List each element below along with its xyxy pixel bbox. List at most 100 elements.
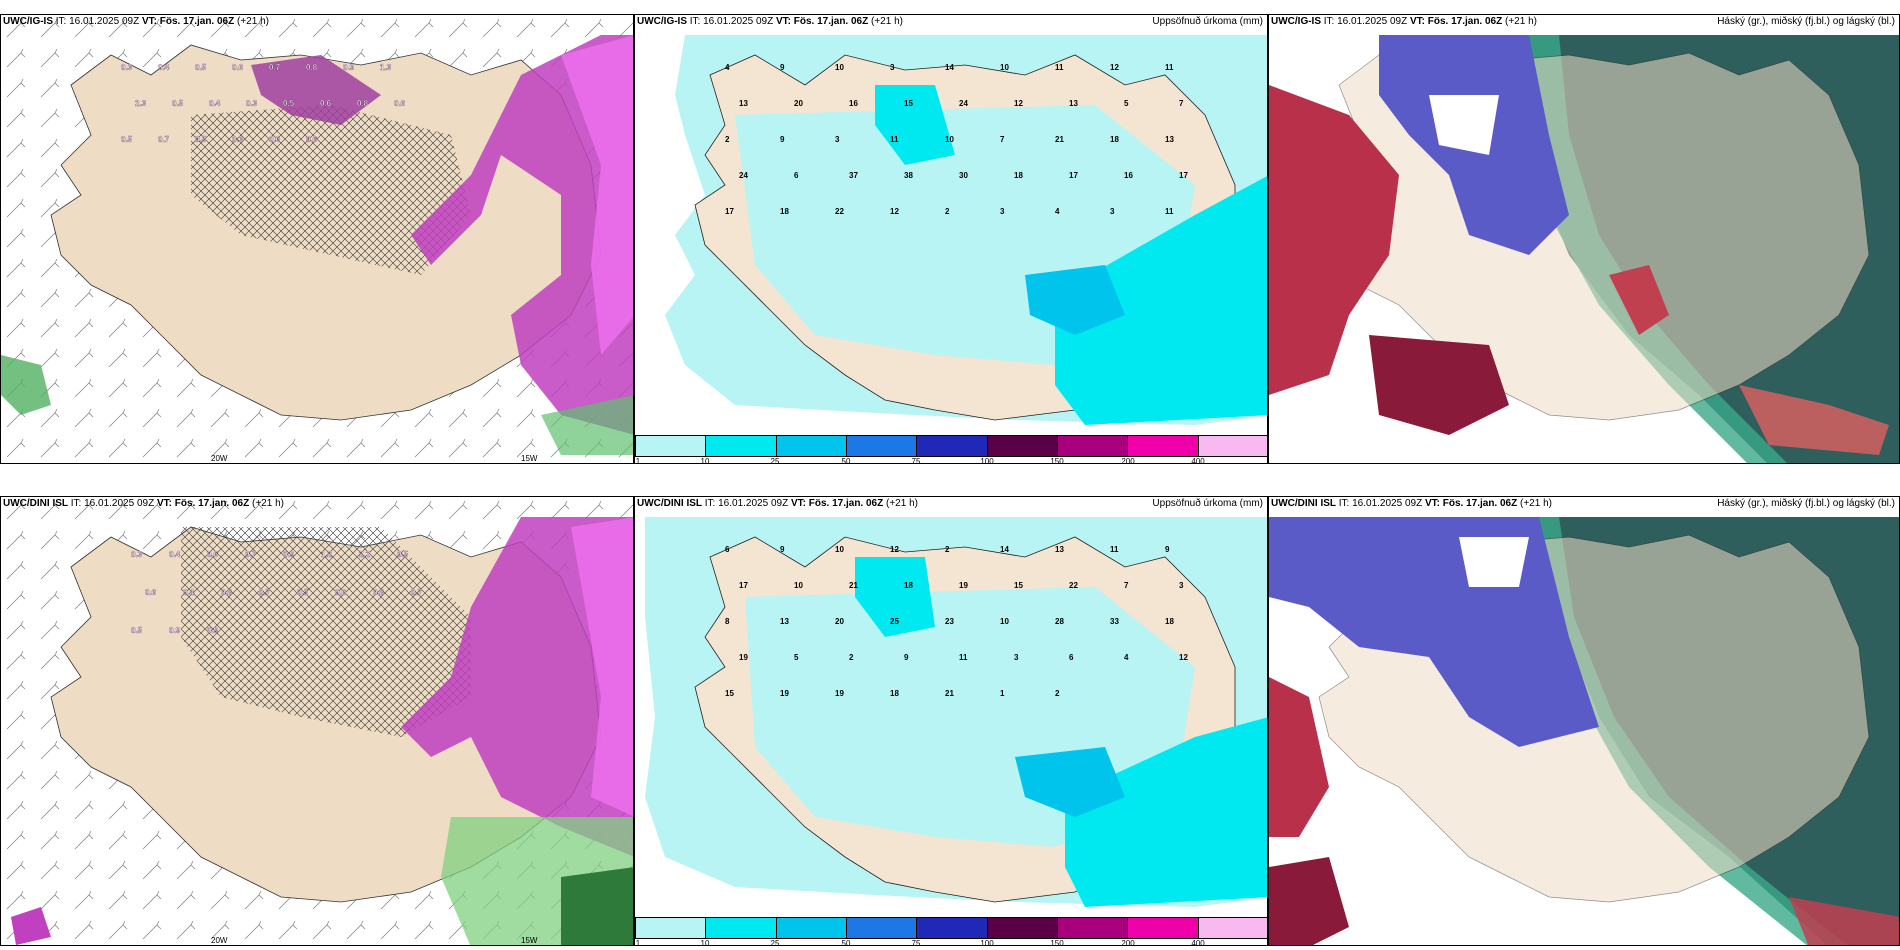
precip-value-label: 4 (725, 63, 730, 72)
colorbar-label: 75 (911, 457, 921, 464)
panel-bottom-middle: UWC/DINI ISL IT: 16.01.2025 09Z VT: Fös.… (634, 496, 1268, 946)
precip-value-label: 6 (794, 171, 799, 180)
lon-label-15w: 15W (521, 936, 538, 945)
precip-value-label: 7 (1179, 99, 1184, 108)
panel-title: UWC/IG-IS IT: 16.01.2025 09Z VT: Fös. 17… (637, 16, 903, 27)
precip-value-label: 0.6 (320, 99, 332, 108)
precip-value-label: 0.8 (373, 588, 385, 597)
precip-value-label: 15 (1014, 581, 1023, 590)
precip-value-label: 17 (1179, 171, 1188, 180)
colorbar-swatch (1128, 918, 1199, 938)
precip-value-label: 25 (890, 617, 899, 626)
precip-value-label: 11 (890, 135, 899, 144)
colorbar-swatch (776, 918, 847, 938)
precip-value-label: 4 (1124, 653, 1129, 662)
precip-darkgreen-se (561, 867, 633, 945)
cloud-low-se (1789, 897, 1899, 945)
precip-value-label: 20 (835, 617, 844, 626)
colorbar-label: 50 (841, 457, 851, 464)
precip-value-label: 20 (794, 99, 803, 108)
precip-value-label: 6 (725, 545, 730, 554)
precip-blue-glacier (1015, 747, 1125, 817)
precip-value-label: 6 (1069, 653, 1074, 662)
colorbar-label: 25 (770, 457, 780, 464)
precip-value-label: 24 (739, 171, 748, 180)
precip-value-label: 0.4 (169, 550, 181, 559)
wind-precip-map: 20W 15W 0.3 0.4 0.6 0.7 0.9 1.2 2.2 0.50.6 0.4 0.… (1, 497, 633, 945)
colorbar-label: 100 (980, 457, 994, 464)
precip-value-label: 0.5 (297, 588, 309, 597)
precip-value-label: 2 (725, 135, 730, 144)
colorbar-swatch (776, 436, 847, 456)
cloud-mid-white (1429, 95, 1499, 155)
precip-value-label: 0.8 (357, 99, 369, 108)
precip-value-label: 11 (1055, 63, 1064, 72)
precip-magenta-east (401, 517, 633, 857)
colorbar-label: 200 (1121, 457, 1135, 464)
precip-value-label: 33 (1110, 617, 1119, 626)
precip-value-label: 0.8 (221, 588, 233, 597)
colorbar-label: 10 (700, 939, 710, 946)
precip-value-label: 0.6 (145, 588, 157, 597)
precip-value-label: 0.4 (158, 63, 170, 72)
colorbar-swatch (917, 436, 988, 456)
colorbar-label: 1 (635, 457, 641, 464)
precip-value-label: 10 (1000, 617, 1009, 626)
precip-value-label: 2 (945, 545, 950, 554)
precip-value-label: 19 (780, 689, 789, 698)
panel-title: UWC/DINI ISL IT: 16.01.2025 09Z VT: Fös.… (637, 498, 918, 509)
precip-value-label: 28 (1055, 617, 1064, 626)
cloud-cover-map (1269, 517, 1899, 945)
precip-value-label: 9 (1165, 545, 1170, 554)
precip-value-label: 0.3 (246, 99, 258, 108)
precip-value-label: 0.6 (394, 99, 406, 108)
precip-value-label: 16 (1124, 171, 1133, 180)
panel-top-left: UWC/IG-IS IT: 16.01.2025 09Z VT: Fös. 17… (0, 14, 634, 464)
precip-value-label: 0.9 (169, 626, 181, 635)
precip-cyan-center (875, 85, 955, 165)
precip-value-label: 9 (780, 545, 785, 554)
wind-precip-map: 20W 15W 0.3 0.4 0.5 0.6 0.7 0.8 0.9 1.32.3 0.5 0.… (1, 15, 633, 463)
colorbar-label: 200 (1121, 939, 1135, 946)
colorbar-swatch (1128, 436, 1199, 456)
precip-value-label: 0.6 (335, 588, 347, 597)
colorbar-label: 75 (911, 939, 921, 946)
precip-value-label: 0.7 (411, 588, 423, 597)
precip-cyan-center (855, 557, 935, 637)
precip-value-label: 18 (1014, 171, 1023, 180)
panel-title: UWC/IG-IS IT: 16.01.2025 09Z VT: Fös. 17… (3, 16, 269, 27)
precip-blue-glacier (1025, 265, 1125, 335)
precip-value-label: 3 (890, 63, 895, 72)
precip-value-label: 3 (1014, 653, 1019, 662)
colorbar-swatch (636, 918, 707, 938)
precip-value-label: 12 (1110, 63, 1119, 72)
precip-value-label: 3 (1000, 207, 1005, 216)
precip-value-label: 17 (725, 207, 734, 216)
cloud-low-sw (1369, 335, 1509, 435)
precip-value-label: 23 (945, 617, 954, 626)
precip-value-label: 14 (945, 63, 954, 72)
panel-top-middle: UWC/IG-IS IT: 16.01.2025 09Z VT: Fös. 17… (634, 14, 1268, 464)
cloud-low-west (1269, 85, 1399, 395)
precip-value-label: 18 (890, 689, 899, 698)
panel-title: UWC/DINI ISL IT: 16.01.2025 09Z VT: Fös.… (3, 498, 284, 509)
precip-magenta-sw (11, 907, 51, 945)
precip-value-label: 10 (945, 135, 954, 144)
precip-value-label: 0.5 (195, 63, 207, 72)
precip-value-label: 37 (849, 171, 858, 180)
precip-value-label: 12 (1014, 99, 1023, 108)
precip-value-label: 0.5 (172, 99, 184, 108)
hatched-area (191, 105, 471, 275)
colorbar-swatch (1057, 918, 1129, 938)
precip-value-label: 11 (1110, 545, 1119, 554)
precip-value-label: 0.6 (232, 63, 244, 72)
cloud-low-center (1609, 265, 1669, 335)
precip-value-label: 0.9 (207, 626, 219, 635)
precip-value-label: 22 (1069, 581, 1078, 590)
precip-value-label: 0.7 (245, 550, 257, 559)
precip-value-label: 15 (725, 689, 734, 698)
precip-value-label: 4 (1055, 207, 1060, 216)
precip-value-label: 5 (794, 653, 799, 662)
precip-value-label: 0.9 (283, 550, 295, 559)
precip-value-label: 22 (835, 207, 844, 216)
